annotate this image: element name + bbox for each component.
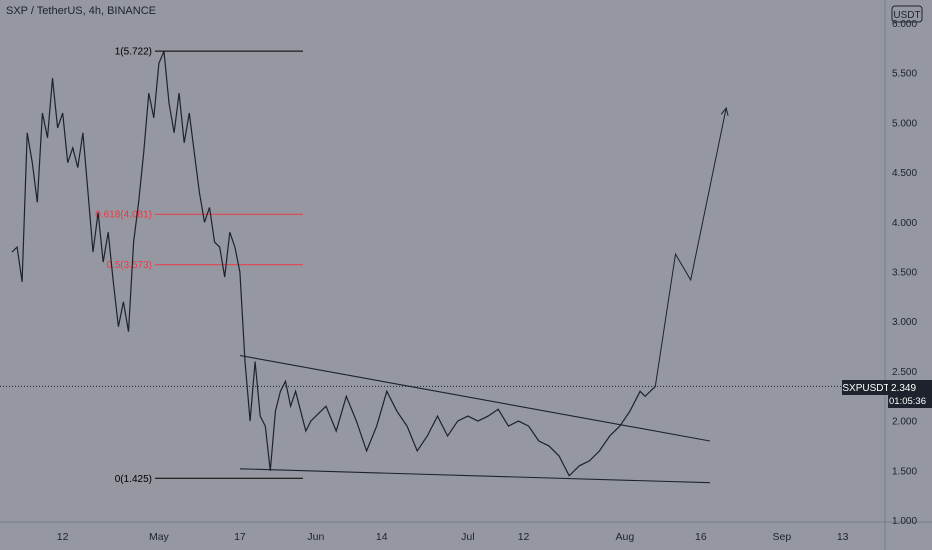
price-tag-symbol-bg bbox=[842, 380, 890, 395]
price-axis-tick-label: 3.000 bbox=[892, 317, 917, 328]
projection-arrow[interactable] bbox=[654, 106, 729, 387]
fibonacci-retracement[interactable]: 1(5.722) 0.618(4.081) 0.5(3.573) 0(1.425) bbox=[95, 47, 303, 485]
time-axis-tick-label: 14 bbox=[376, 531, 388, 543]
price-axis-tick-label: 5.500 bbox=[892, 69, 917, 80]
price-axis-tick-label: 4.500 bbox=[892, 168, 917, 179]
projection-arrowhead bbox=[720, 106, 729, 116]
time-axis-tick-label: 12 bbox=[518, 531, 530, 543]
price-tag-value-bg bbox=[888, 380, 932, 408]
time-axis-tick-label: Aug bbox=[616, 531, 635, 543]
trendline bbox=[239, 354, 711, 442]
price-tag-symbol: SXPUSDT bbox=[842, 383, 889, 394]
price-axis-tick-label: 1.500 bbox=[892, 466, 917, 477]
time-axis-tick-label: 12 bbox=[57, 531, 69, 543]
price-series-line bbox=[11, 51, 656, 477]
chart-title: SXP / TetherUS, 4h, BINANCE bbox=[6, 5, 156, 17]
time-axis-tick-label: 13 bbox=[837, 531, 849, 543]
fib-level-label: 1(5.722) bbox=[115, 47, 152, 58]
fib-level-label: 0.618(4.081) bbox=[95, 210, 152, 221]
price-axis-tick-label: 1.000 bbox=[892, 516, 917, 527]
currency-badge[interactable]: USDT bbox=[891, 5, 923, 23]
trendline bbox=[239, 468, 710, 484]
price-axis-tick-label: 4.000 bbox=[892, 218, 917, 229]
price-tag: SXPUSDT 2.349 01:05:36 bbox=[842, 380, 932, 408]
time-axis[interactable]: 12 May 17 Jun 14 Jul 12 Aug 16 Sep 13 bbox=[57, 531, 849, 543]
time-axis-tick-label: Jul bbox=[461, 531, 474, 543]
price-tag-countdown: 01:05:36 bbox=[889, 396, 926, 407]
price-axis-tick-label: 3.500 bbox=[892, 268, 917, 279]
price-axis-tick-label: 2.500 bbox=[892, 367, 917, 378]
price-axis-tick-label: 2.000 bbox=[892, 417, 917, 428]
fib-level-label: 0.5(3.573) bbox=[106, 260, 152, 271]
time-axis-tick-label: 17 bbox=[234, 531, 246, 543]
time-axis-tick-label: 16 bbox=[695, 531, 707, 543]
wedge-trendlines[interactable] bbox=[239, 354, 711, 484]
time-axis-tick-label: Jun bbox=[307, 531, 324, 543]
currency-badge-label: USDT bbox=[893, 10, 920, 21]
price-axis-tick-label: 6.000 bbox=[892, 19, 917, 30]
price-tag-value: 2.349 bbox=[891, 383, 916, 394]
time-axis-tick-label: Sep bbox=[773, 531, 792, 543]
time-axis-tick-label: May bbox=[149, 531, 170, 543]
currency-badge-frame bbox=[891, 5, 923, 23]
projection-path bbox=[654, 107, 727, 387]
fib-level-label: 0(1.425) bbox=[115, 474, 152, 485]
price-axis[interactable]: 1.000 1.500 2.000 2.500 3.000 3.500 4.000 4.500… bbox=[892, 19, 917, 527]
price-axis-tick-label: 5.000 bbox=[892, 118, 917, 129]
